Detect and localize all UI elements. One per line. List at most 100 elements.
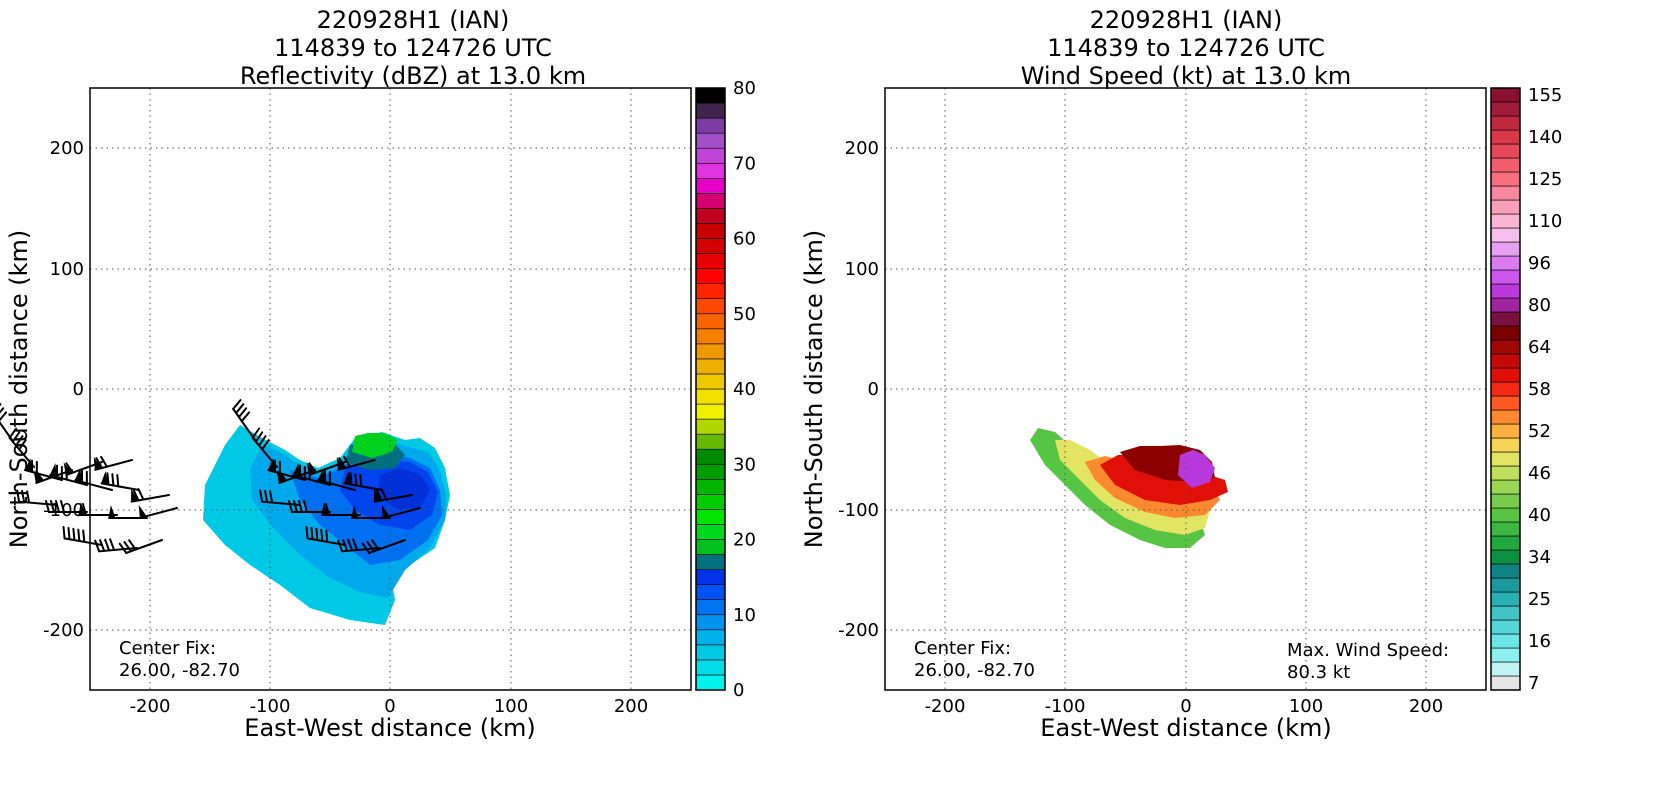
reflectivity-panel: 220928H1 (IAN) 114839 to 124726 UTC Refl…	[5, 6, 756, 742]
colorbar-swatch	[1490, 325, 1521, 341]
y-tick-label: -200	[838, 620, 879, 641]
colorbar-tick-label: 46	[1528, 463, 1551, 484]
colorbar-swatch	[695, 343, 726, 360]
chart-title-line3: Wind Speed (kt) at 13.0 km	[1021, 62, 1352, 90]
wind-barb	[93, 455, 133, 471]
colorbar-swatch	[695, 253, 726, 269]
y-tick-label: -100	[838, 500, 879, 521]
plot-frame	[89, 87, 692, 691]
colorbar-tick-label: 110	[1528, 211, 1562, 232]
y-tick-label: -200	[43, 620, 84, 641]
colorbar-tick-label: 140	[1528, 127, 1562, 148]
colorbar-swatch	[695, 659, 726, 676]
colorbar-frame	[695, 87, 726, 691]
x-tick-label: -200	[925, 696, 966, 717]
colorbar-swatch	[1490, 129, 1521, 145]
wind-barb	[16, 489, 58, 506]
colorbar-swatch	[1490, 661, 1521, 677]
colorbar-swatch	[695, 524, 726, 540]
x-tick-label: 200	[1409, 696, 1443, 717]
colorbar-swatch	[695, 388, 726, 405]
y-tick-label: 200	[845, 138, 879, 159]
x-tick-label: 0	[384, 696, 395, 717]
y-tick-labels: 200 100 0 -100 -200	[43, 138, 84, 641]
colorbar-swatch	[695, 178, 726, 194]
wind-speed-field	[1030, 428, 1228, 548]
wind-barbs	[232, 399, 421, 554]
colorbar-tick-label: 96	[1528, 253, 1551, 274]
y-tick-label: 200	[50, 138, 84, 159]
colorbar-swatch	[695, 268, 726, 284]
colorbar-swatch	[1490, 283, 1521, 299]
colorbar-swatch	[1490, 381, 1521, 397]
colorbar-tick-label: 16	[1528, 631, 1551, 652]
colorbar-swatch	[695, 238, 726, 254]
colorbar	[695, 87, 726, 691]
wind-barb	[337, 538, 381, 553]
colorbar-swatch	[1490, 437, 1521, 453]
colorbar-tick-label: 125	[1528, 169, 1562, 190]
colorbar-swatch	[1490, 507, 1521, 523]
colorbar-tick-label: 50	[733, 304, 756, 325]
colorbar-swatch	[695, 509, 726, 525]
colorbar-swatch	[1490, 451, 1521, 467]
colorbar-swatch	[695, 539, 726, 555]
wind-barb	[100, 471, 140, 491]
center-fix-label: Center Fix:	[914, 638, 1011, 659]
center-fix-value: 26.00, -82.70	[119, 660, 240, 681]
colorbar-swatch	[695, 102, 726, 119]
colorbar-tick-label: 80	[733, 78, 756, 99]
center-fix-value: 26.00, -82.70	[914, 660, 1035, 681]
colorbar-swatch	[1490, 311, 1521, 327]
colorbar-tick-label: 60	[733, 229, 756, 250]
colorbar-tick-label: 20	[733, 530, 756, 551]
colorbar-swatch	[1490, 143, 1521, 159]
y-tick-label: 100	[845, 259, 879, 280]
wind-barb	[343, 471, 383, 491]
plot-frame	[884, 87, 1487, 691]
x-axis-label: East-West distance (km)	[244, 714, 535, 742]
wind-barb	[130, 488, 170, 503]
colorbar-tick-label: 64	[1528, 337, 1551, 358]
colorbar-swatch	[695, 373, 726, 390]
colorbar-swatch	[695, 117, 726, 134]
colorbar-tick-labels: 7 16 25 34 40 46 52 58 64 80 96 110 125 140 155	[1528, 85, 1562, 694]
colorbar-swatch	[695, 644, 726, 661]
wind-barbs	[0, 403, 178, 554]
x-tick-label: 100	[1289, 696, 1323, 717]
colorbar-tick-label: 80	[1528, 295, 1551, 316]
colorbar-tick-label: 34	[1528, 547, 1551, 568]
y-tick-label: 0	[73, 379, 84, 400]
colorbar-swatch	[1490, 269, 1521, 285]
chart-title-line2: 114839 to 124726 UTC	[1047, 34, 1325, 62]
colorbar-swatch	[1490, 213, 1521, 229]
colorbar-swatch	[1490, 157, 1521, 173]
colorbar-swatch	[695, 358, 726, 375]
colorbar-tick-label: 30	[733, 454, 756, 475]
colorbar-swatch	[695, 599, 726, 616]
colorbar-swatch	[1490, 563, 1521, 579]
colorbar-swatch	[695, 674, 726, 691]
colorbar-swatch	[1490, 185, 1521, 201]
colorbar-swatch	[1490, 647, 1521, 663]
colorbar-swatch	[1490, 171, 1521, 187]
colorbar-swatch	[695, 418, 726, 435]
x-tick-label: 200	[614, 696, 648, 717]
colorbar-swatch	[695, 403, 726, 420]
colorbar-tick-label: 0	[733, 680, 744, 701]
wind-barb	[317, 468, 356, 491]
wind-barb	[361, 539, 406, 554]
colorbar-swatch	[695, 629, 726, 646]
colorbar-swatch	[1490, 675, 1521, 691]
chart-title-line1: 220928H1 (IAN)	[1090, 6, 1283, 34]
colorbar-swatch	[1490, 339, 1521, 355]
wind-barb	[381, 504, 421, 519]
colorbar-swatch	[695, 162, 726, 179]
colorbar-swatch	[695, 569, 726, 585]
colorbar-swatch	[1490, 395, 1521, 411]
colorbar-tick-label: 40	[1528, 505, 1551, 526]
x-tick-label: -100	[250, 696, 291, 717]
colorbar-swatch	[1490, 199, 1521, 215]
wind-barb	[24, 458, 63, 481]
